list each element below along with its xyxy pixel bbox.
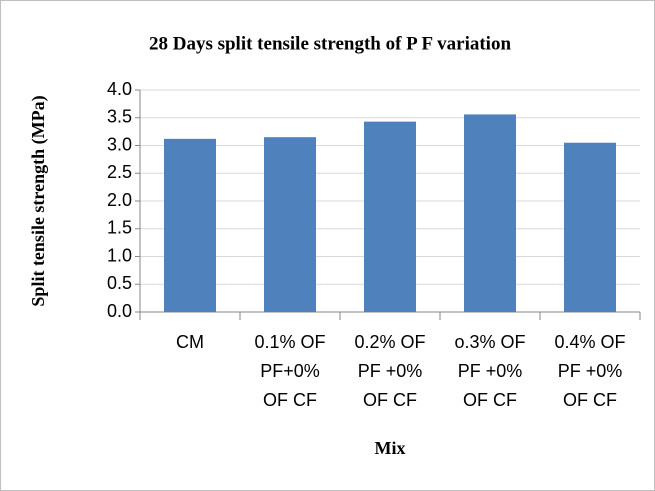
y-tick-label: 2.0 <box>107 190 132 210</box>
y-tick-label: 3.5 <box>107 107 132 127</box>
bar <box>464 114 516 312</box>
x-axis-label: Mix <box>375 438 406 458</box>
x-tick-label: 0.2% OF PF +0% OF CF <box>354 332 426 410</box>
y-tick-label: 0.5 <box>107 273 132 293</box>
bar <box>564 142 616 312</box>
chart-title: 28 Days split tensile strength of P F va… <box>149 33 511 54</box>
y-tick-label: 1.0 <box>107 245 132 265</box>
x-tick-label: CM <box>176 332 204 352</box>
bar <box>164 138 216 312</box>
y-tick-label: 4.0 <box>107 79 132 99</box>
y-tick-label: 0.0 <box>107 301 132 321</box>
x-tick-label: 0.1% OF PF+0% OF CF <box>254 332 326 410</box>
x-tick-label: 0.4% OF PF +0% OF CF <box>554 332 626 410</box>
x-tick-label: o.3% OF PF +0% OF CF <box>454 332 526 410</box>
y-tick-label: 3.0 <box>107 134 132 154</box>
bar <box>264 137 316 312</box>
y-axis-label: Split tensile strength (MPa) <box>28 95 49 306</box>
y-tick-label: 2.5 <box>107 162 132 182</box>
bar <box>364 121 416 312</box>
y-tick-label: 1.5 <box>107 218 132 238</box>
